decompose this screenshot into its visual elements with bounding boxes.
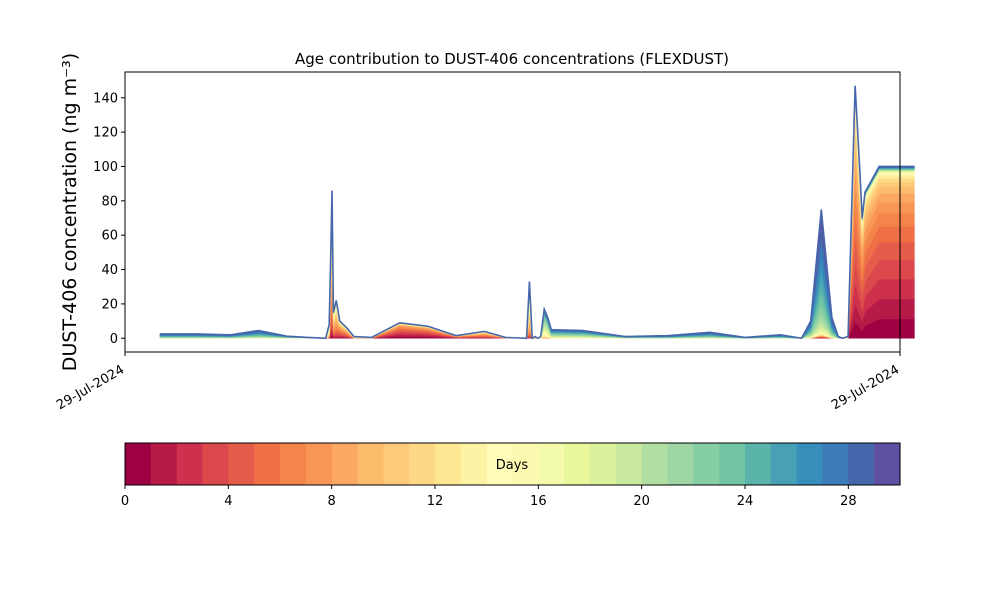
area-age-27: [159, 86, 915, 339]
colorbar-label: Days: [496, 458, 529, 473]
y-tick-label: 20: [101, 297, 118, 312]
stacked-areas: [124, 71, 915, 353]
area-age-3: [159, 259, 915, 339]
colorbar-bin: [874, 443, 901, 485]
colorbar-bin: [641, 443, 669, 485]
colorbar-bin: [357, 443, 384, 485]
area-age-20: [159, 90, 915, 339]
colorbar-tick-label: 12: [427, 494, 444, 509]
area-age-5: [160, 213, 915, 339]
colorbar-bin: [409, 443, 436, 485]
colorbar-bin: [150, 443, 178, 485]
total-line: [160, 85, 915, 340]
colorbar-frame: [124, 442, 901, 486]
area-age-10: [159, 124, 915, 339]
area-age-4: [159, 236, 915, 339]
area-age-12: [159, 107, 915, 339]
colorbar-bin: [615, 443, 643, 485]
colorbar-bin: [228, 443, 255, 485]
y-tick-label: 0: [110, 332, 118, 347]
colorbar-bin: [435, 443, 462, 485]
colorbar-bin: [667, 443, 694, 485]
area-age-15: [159, 95, 915, 339]
x-axis: 29-Jul-2024 29-Jul-2024: [54, 352, 902, 413]
y-tick-label: 80: [101, 194, 118, 209]
colorbar-bin: [202, 443, 229, 485]
area-age-21: [159, 89, 915, 339]
area-age-7: [159, 170, 915, 339]
colorbar-bin: [254, 443, 281, 485]
y-tick-label: 120: [93, 126, 118, 141]
colorbar-bin: [693, 443, 720, 485]
colorbar-bin: [331, 443, 359, 485]
colorbar-bin: [564, 443, 591, 485]
area-age-26: [159, 87, 915, 339]
colorbar-bin: [125, 443, 152, 485]
area-age-11: [159, 115, 915, 339]
area-age-16: [159, 93, 915, 339]
area-age-6: [159, 190, 915, 339]
colorbar-bin: [719, 443, 746, 485]
plot-frame: [124, 71, 901, 353]
colorbar-bin: [176, 443, 204, 485]
y-tick-label: 100: [93, 160, 118, 175]
colorbar-tick-label: 8: [328, 494, 336, 509]
colorbar-bin: [770, 443, 798, 485]
colorbar-bin: [460, 443, 488, 485]
area-age-23: [159, 88, 915, 339]
area-age-19: [159, 90, 915, 339]
y-axis: 0 20 40 60 80 100 120 140: [93, 91, 125, 347]
colorbar-tick-label: 24: [737, 494, 754, 509]
area-age-28: [159, 86, 915, 339]
y-tick-label: 60: [101, 229, 118, 244]
colorbar-bin: [383, 443, 410, 485]
colorbar: 0 4 8 12 16 20 24 28: [121, 442, 901, 509]
area-age-25: [159, 87, 915, 339]
colorbar-bin: [745, 443, 772, 485]
colorbar-bin: [796, 443, 824, 485]
colorbar-tick-label: 20: [633, 494, 650, 509]
chart-title: Age contribution to DUST-406 concentrati…: [295, 50, 729, 68]
colorbar-bin: [848, 443, 875, 485]
colorbar-bin: [305, 443, 333, 485]
area-age-2: [159, 278, 915, 339]
colorbar-tick-label: 4: [224, 494, 232, 509]
area-age-9: [159, 137, 915, 339]
y-axis-label: DUST-406 concentration (ng m⁻³): [59, 53, 81, 371]
colorbar-bin: [486, 443, 514, 485]
area-age-24: [159, 88, 915, 339]
area-age-17: [159, 92, 915, 339]
colorbar-bin: [822, 443, 849, 485]
colorbar-tick-label: 0: [121, 494, 129, 509]
colorbar-tick-label: 16: [530, 494, 547, 509]
x-tick-label: 29-Jul-2024: [829, 362, 902, 413]
colorbar-bin: [538, 443, 565, 485]
colorbar-bin: [512, 443, 539, 485]
y-tick-label: 140: [93, 91, 118, 106]
area-age-1: [159, 298, 915, 339]
colorbar-tick-label: 28: [840, 494, 857, 509]
area-age-29: [159, 85, 915, 339]
colorbar-bin: [280, 443, 307, 485]
area-age-13: [159, 102, 915, 339]
colorbar-bin: [590, 443, 617, 485]
area-age-18: [159, 91, 915, 339]
area-age-22: [159, 88, 915, 339]
area-age-8: [159, 152, 915, 339]
area-age-14: [159, 98, 915, 339]
y-tick-label: 40: [101, 263, 118, 278]
